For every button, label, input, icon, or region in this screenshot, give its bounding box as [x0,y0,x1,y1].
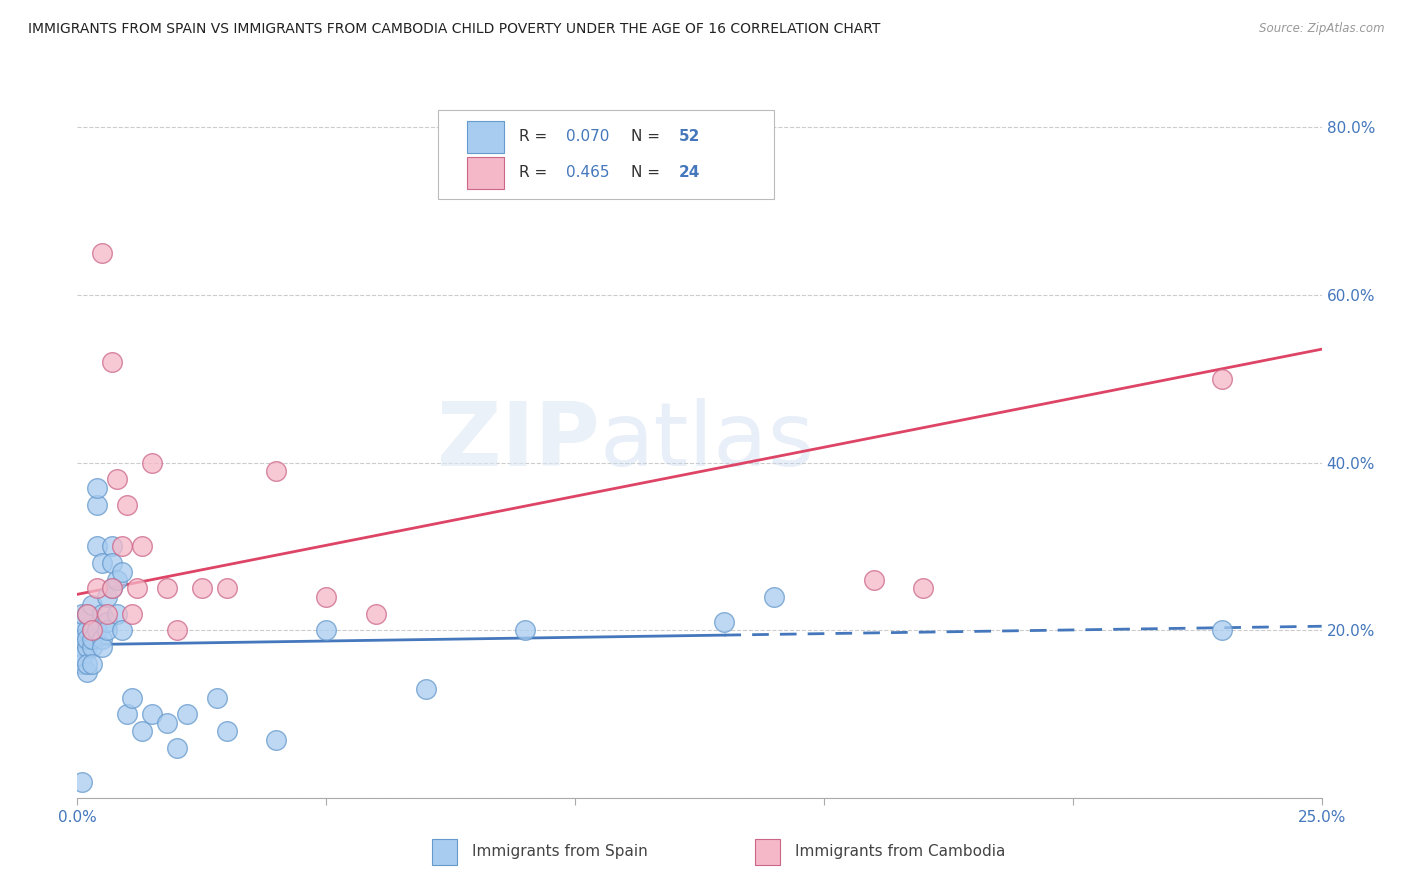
Point [166,741,188,756]
Point [862,573,884,587]
Text: Immigrants from Cambodia: Immigrants from Cambodia [796,845,1005,859]
Text: atlas: atlas [600,398,815,485]
Point [121,690,143,705]
Point [76,607,98,621]
Text: N =: N = [631,165,665,180]
Point [76,665,98,680]
Bar [432,839,457,864]
Point [72,774,94,789]
Point [156,715,179,730]
Point [82,624,104,638]
Text: ZIP: ZIP [437,398,600,485]
Point [86,624,108,638]
Point [141,456,163,470]
Point [82,599,104,613]
Point [86,481,108,495]
Text: R =: R = [519,128,553,144]
Text: 24: 24 [678,165,700,180]
Point [101,556,124,570]
Point [72,640,94,655]
Bar [467,121,505,153]
Point [111,540,134,554]
Point [82,640,104,655]
Point [266,464,288,478]
Point [72,657,94,671]
Point [86,582,108,596]
Point [115,707,138,722]
Text: N =: N = [631,128,665,144]
Point [912,582,935,596]
Point [101,355,124,369]
Point [86,498,108,512]
Point [96,615,118,629]
Point [76,632,98,646]
Point [86,540,108,554]
Point [72,607,94,621]
Point [415,682,437,697]
Point [91,556,114,570]
Point [215,582,238,596]
Point [115,498,138,512]
Point [76,607,98,621]
Point [72,632,94,646]
Point [111,565,134,579]
Text: 52: 52 [678,128,700,144]
Point [215,724,238,739]
Point [131,540,153,554]
Point [191,582,214,596]
Point [176,707,198,722]
Point [105,573,128,587]
Bar [467,157,505,189]
Point [96,624,118,638]
Text: Source: ZipAtlas.com: Source: ZipAtlas.com [1260,22,1385,36]
Text: 0.070: 0.070 [567,128,610,144]
Point [101,582,124,596]
Point [82,657,104,671]
Point [364,607,387,621]
Text: IMMIGRANTS FROM SPAIN VS IMMIGRANTS FROM CAMBODIA CHILD POVERTY UNDER THE AGE OF: IMMIGRANTS FROM SPAIN VS IMMIGRANTS FROM… [28,22,880,37]
Point [91,640,114,655]
Point [166,624,188,638]
FancyBboxPatch shape [439,110,775,199]
Point [76,624,98,638]
Point [101,540,124,554]
Point [72,624,94,638]
Point [315,624,337,638]
Point [105,472,128,486]
Point [156,582,179,596]
Point [713,615,735,629]
Text: 0.465: 0.465 [567,165,610,180]
Point [72,648,94,663]
Point [205,690,228,705]
Point [82,624,104,638]
Point [121,607,143,621]
Point [76,640,98,655]
Point [96,607,118,621]
Point [91,607,114,621]
Point [76,657,98,671]
Point [131,724,153,739]
Point [96,590,118,604]
Text: Immigrants from Spain: Immigrants from Spain [472,845,648,859]
Point [515,624,537,638]
Point [141,707,163,722]
Point [105,607,128,621]
Point [101,582,124,596]
Point [111,624,134,638]
Point [266,732,288,747]
Point [91,245,114,260]
Point [1211,371,1233,385]
Point [125,582,148,596]
Point [315,590,337,604]
Point [82,632,104,646]
Point [91,632,114,646]
Point [763,590,786,604]
Text: R =: R = [519,165,553,180]
Point [1211,624,1233,638]
Bar [755,839,780,864]
